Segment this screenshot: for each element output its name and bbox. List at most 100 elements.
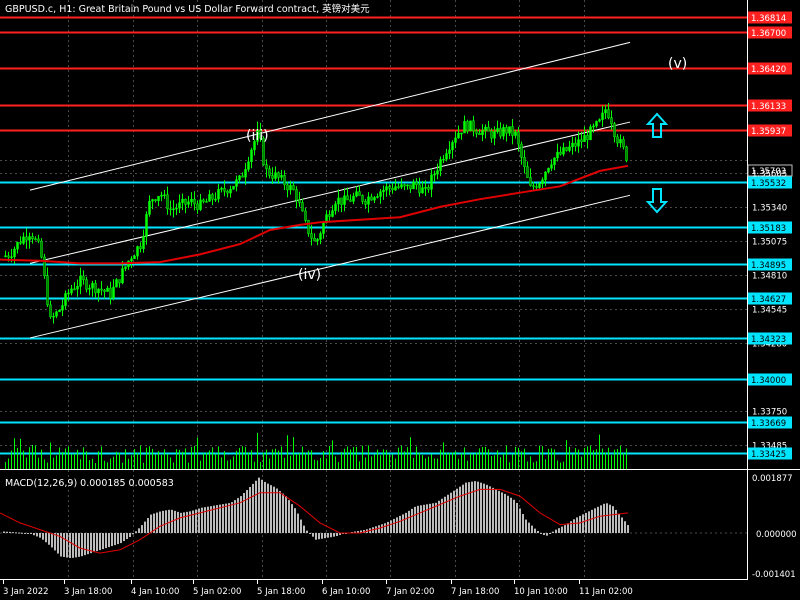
candle-body xyxy=(436,170,439,175)
candle-body xyxy=(379,191,382,197)
macd-hist-bar xyxy=(105,533,107,549)
candle-body xyxy=(577,139,580,147)
candle-body xyxy=(223,188,226,192)
candle-body xyxy=(619,139,622,144)
macd-hist-bar xyxy=(423,504,425,534)
macd-hist-bar xyxy=(438,500,440,534)
macd-hist-bar xyxy=(558,528,560,534)
candle-body xyxy=(148,200,151,215)
macd-hist-bar xyxy=(129,533,131,538)
candle-body xyxy=(472,120,475,132)
candle-body xyxy=(241,175,244,178)
time-axis-label: 7 Jan 18:00 xyxy=(451,587,499,597)
macd-hist-bar xyxy=(99,533,101,551)
candle-body xyxy=(58,309,61,313)
macd-hist-bar xyxy=(258,477,260,534)
candle-body xyxy=(88,287,91,290)
candle-body xyxy=(466,121,469,132)
axes xyxy=(0,0,800,580)
candle-body xyxy=(442,158,445,161)
candle-body xyxy=(112,286,115,299)
macd-hist-bar xyxy=(228,503,230,534)
macd-hist-bar xyxy=(231,502,233,534)
macd-hist-bar xyxy=(213,505,215,534)
macd-hist-bar xyxy=(600,505,602,534)
macd-hist-bar xyxy=(375,526,377,534)
price-tick-label: 1.35340 xyxy=(752,203,787,213)
macd-hist-bar xyxy=(381,524,383,534)
hollow-arrow-up-icon[interactable] xyxy=(645,112,669,138)
candle-body xyxy=(229,188,232,194)
macd-hist-bar xyxy=(537,530,539,534)
macd-hist-bar xyxy=(195,509,197,534)
macd-hist-bar xyxy=(432,503,434,534)
candle-body xyxy=(82,275,85,280)
macd-hist-bar xyxy=(249,487,251,534)
macd-hist-bar xyxy=(411,508,413,534)
macd-hist-bar xyxy=(582,514,584,534)
macd-hist-bar xyxy=(63,533,65,558)
time-axis: 3 Jan 2022 3 Jan 18:00 4 Jan 10:00 5 Jan 02… xyxy=(3,580,633,597)
macd-hist-bar xyxy=(591,509,593,534)
level-tag-text: 1.33669 xyxy=(751,419,786,429)
macd-hist-bar xyxy=(150,514,152,534)
macd-hist-bar xyxy=(123,533,125,542)
candle-body xyxy=(19,242,22,244)
candle-body xyxy=(235,179,238,187)
macd-hist-bar xyxy=(42,533,44,540)
macd-hist-bar xyxy=(243,493,245,534)
candle-body xyxy=(529,177,532,186)
candle-body xyxy=(64,293,67,306)
candle-body xyxy=(514,131,517,136)
macd-hist-bar xyxy=(288,500,290,534)
candle-body xyxy=(178,202,181,209)
candle-body xyxy=(274,172,277,179)
macd-hist-bar xyxy=(222,504,224,534)
candle-body xyxy=(367,196,370,205)
macd-hist-bar xyxy=(495,489,497,534)
candle-body xyxy=(409,184,412,190)
candle-body xyxy=(52,315,55,318)
candle-body xyxy=(373,197,376,201)
macd-hist-bar xyxy=(399,515,401,534)
candle-body xyxy=(517,131,520,145)
candle-body xyxy=(133,255,136,260)
macd-hist-bar xyxy=(393,518,395,534)
candle-body xyxy=(445,153,448,160)
macd-hist-bar xyxy=(162,510,164,534)
macd-hist-bar xyxy=(624,521,626,534)
macd-hist-bar xyxy=(477,481,479,534)
hollow-arrow-down-icon[interactable] xyxy=(645,188,669,214)
macd-hist-bar xyxy=(585,512,587,534)
level-tag-box xyxy=(748,221,792,234)
candle-body xyxy=(22,236,25,244)
candle-body xyxy=(310,233,313,239)
macd-hist-bar xyxy=(378,525,380,534)
candle-body xyxy=(109,287,112,299)
candle-body xyxy=(460,132,463,135)
macd-hist-bar xyxy=(462,484,464,534)
horizontal-levels xyxy=(0,16,747,455)
candle-body xyxy=(469,120,472,132)
macd-hist-bar xyxy=(297,513,299,534)
candle-body xyxy=(61,305,64,311)
macd-hist-bar xyxy=(579,515,581,534)
current-price-text: 1.35703 xyxy=(751,167,786,177)
candle-body xyxy=(307,220,310,234)
macd-hist-bar xyxy=(315,533,317,540)
candle-body xyxy=(34,238,37,240)
moving-average-line xyxy=(0,164,629,265)
macd-hist-bar xyxy=(564,525,566,534)
candle-body xyxy=(451,142,454,151)
macd-hist-bar xyxy=(120,533,122,544)
macd-hist-bar xyxy=(444,496,446,534)
candle-body xyxy=(181,198,184,203)
macd-hist-bar xyxy=(420,505,422,534)
candle-body xyxy=(493,131,496,139)
candle-body xyxy=(28,236,31,241)
macd-hist-bar xyxy=(504,493,506,534)
macd-hist-bar xyxy=(570,521,572,534)
macd-hist-bar xyxy=(435,502,437,534)
macd-hist-bar xyxy=(390,520,392,534)
